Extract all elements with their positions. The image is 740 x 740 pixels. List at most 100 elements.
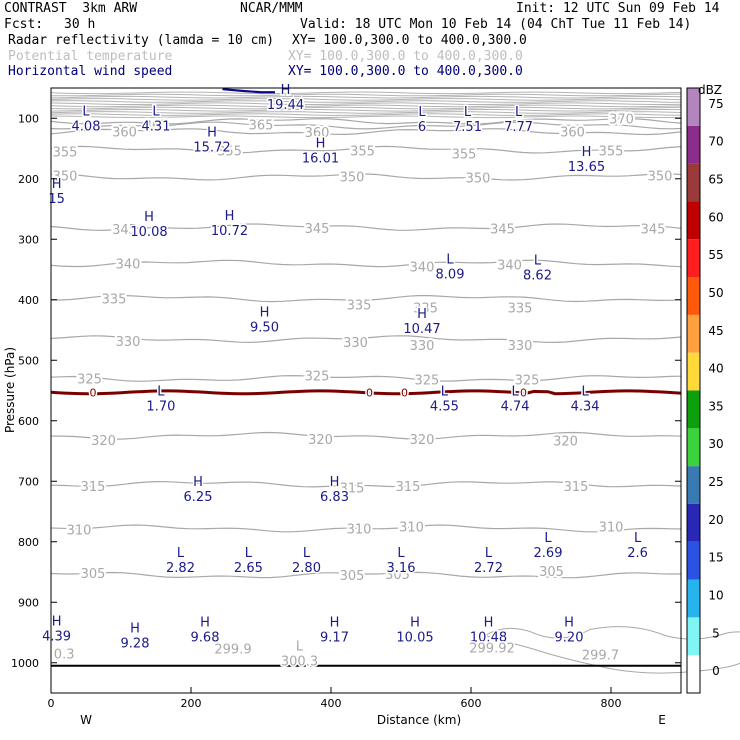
- theta-label: 350: [53, 170, 78, 185]
- theta-label: 325: [414, 374, 439, 389]
- y-tick-label: 800: [18, 536, 39, 549]
- theta-contour-line: [50, 128, 682, 136]
- theta-contour-line: [50, 480, 682, 488]
- jet-contour-line: [222, 88, 275, 94]
- x-east-label: E: [658, 713, 666, 727]
- theta-extremum-value: 0.3: [54, 647, 75, 662]
- colorbar-segment: [687, 163, 700, 202]
- wind-extremum-value: 6: [418, 120, 426, 135]
- colorbar-frame: [686, 87, 701, 694]
- theta-label: 345: [305, 222, 330, 237]
- wind-low-marker: L: [485, 546, 493, 561]
- theta-contour-line: [50, 108, 682, 112]
- wind-extremum-value: 15: [48, 192, 65, 207]
- forecast-label: Fcst:: [4, 17, 44, 32]
- theta-label: 320: [91, 434, 116, 449]
- colorbar-label: 65: [708, 173, 723, 187]
- theta-label: 345: [641, 222, 666, 237]
- wind-high-marker: H: [564, 616, 574, 631]
- wind-high-marker: H: [200, 616, 210, 631]
- theta-contour-line: [50, 374, 682, 382]
- agency-label: NCAR/MMM: [240, 1, 303, 16]
- theta-label: 305: [340, 569, 365, 584]
- wind-high-marker: H: [260, 306, 270, 321]
- field2-name: Potential temperature: [8, 49, 173, 64]
- freezing-level-line: [50, 389, 682, 396]
- theta-contour-line: [50, 111, 682, 114]
- y-tick-label: 700: [18, 475, 39, 488]
- theta-label: 335: [347, 299, 372, 314]
- init-time: Init: 12 UTC Sun 09 Feb 14: [516, 1, 720, 16]
- colorbar-segment: [687, 314, 700, 353]
- colorbar-label: 60: [708, 210, 723, 224]
- colorbar-label: 45: [708, 324, 723, 338]
- theta-label: 350: [648, 170, 673, 185]
- wind-high-marker: H: [52, 177, 62, 192]
- colorbar-label: 40: [708, 362, 723, 376]
- theta-label: 360: [305, 126, 330, 141]
- theta-label: 365: [249, 118, 274, 133]
- x-west-label: W: [80, 713, 92, 727]
- theta-extremum-value: 299.92: [469, 641, 515, 656]
- forecast-hour: 30 h: [64, 17, 96, 32]
- wind-low-marker: L: [397, 546, 405, 561]
- theta-label: 315: [340, 481, 365, 496]
- freezing-level-marker: 0: [520, 386, 527, 399]
- theta-contour-line: [50, 524, 682, 533]
- theta-label: 305: [539, 565, 564, 580]
- wind-extremum-value: 1.70: [146, 399, 175, 414]
- wind-low-marker: L: [446, 253, 454, 268]
- colorbar-segment: [687, 503, 700, 542]
- theta-contour-line: [51, 173, 682, 181]
- plot-frame: [50, 87, 682, 694]
- wind-extremum-value: 2.65: [234, 561, 263, 576]
- field3-xy: XY= 100.0,300.0 to 400.0,300.0: [288, 64, 523, 79]
- y-tick-label: 300: [18, 233, 39, 246]
- theta-contour-line: [50, 259, 682, 268]
- theta-label: 340: [497, 259, 522, 274]
- colorbar-label: 10: [708, 588, 723, 602]
- y-tick-label: 400: [18, 294, 39, 307]
- wind-low-marker: L: [634, 531, 642, 546]
- y-axis-title: Pressure (hPa): [3, 347, 17, 433]
- wind-low-marker: L: [511, 384, 519, 399]
- wind-high-marker: H: [484, 616, 494, 631]
- theta-label: 355: [217, 144, 242, 159]
- theta-label: 305: [81, 567, 106, 582]
- colorbar-segment: [687, 201, 700, 240]
- wind-extremum-value: 7.51: [453, 120, 482, 135]
- wind-extremum-value: 9.17: [320, 631, 349, 646]
- wind-extremum-value: 4.55: [430, 399, 459, 414]
- colorbar-segment: [687, 390, 700, 429]
- wind-low-marker: L: [441, 384, 449, 399]
- colorbar-label: 5: [712, 626, 720, 640]
- contour-labels: 370 365 365 360 360 360 355 355 355 355 355 350 350 3…: [51, 110, 675, 586]
- theta-label: 315: [396, 480, 421, 495]
- wind-extremum-value: 6.25: [184, 490, 213, 505]
- colorbar-segment: [687, 617, 700, 656]
- colorbar-segment: [687, 541, 700, 580]
- theta-label: 310: [399, 521, 424, 536]
- wind-low-marker: L: [534, 254, 542, 269]
- wind-extremum-value: 10.47: [403, 322, 440, 337]
- wind-extremum-value: 2.6: [627, 546, 648, 561]
- wind-extremum-value: 10.72: [211, 224, 248, 239]
- colorbar-segment: [687, 277, 700, 315]
- theta-label: 330: [343, 336, 368, 351]
- field3-name: Horizontal wind speed: [8, 64, 173, 79]
- theta-label: 315: [564, 480, 589, 495]
- theta-label: 335: [508, 302, 533, 317]
- wind-low-marker: L: [245, 546, 253, 561]
- theta-label: 345: [490, 222, 515, 237]
- valid-time: Valid: 18 UTC Mon 10 Feb 14 (04 ChT Tue …: [300, 17, 692, 32]
- y-tick-label: 600: [18, 415, 39, 428]
- theta-label: 330: [410, 339, 435, 354]
- wind-extremum-value: 2.80: [292, 561, 321, 576]
- wind-high-marker: H: [316, 136, 326, 151]
- theta-contour-line: [50, 121, 682, 130]
- wind-high-marker: H: [330, 616, 340, 631]
- theta-contour-line: [50, 102, 682, 105]
- theta-contour-line: [50, 571, 681, 579]
- wind-extremum-value: 8.09: [436, 268, 465, 283]
